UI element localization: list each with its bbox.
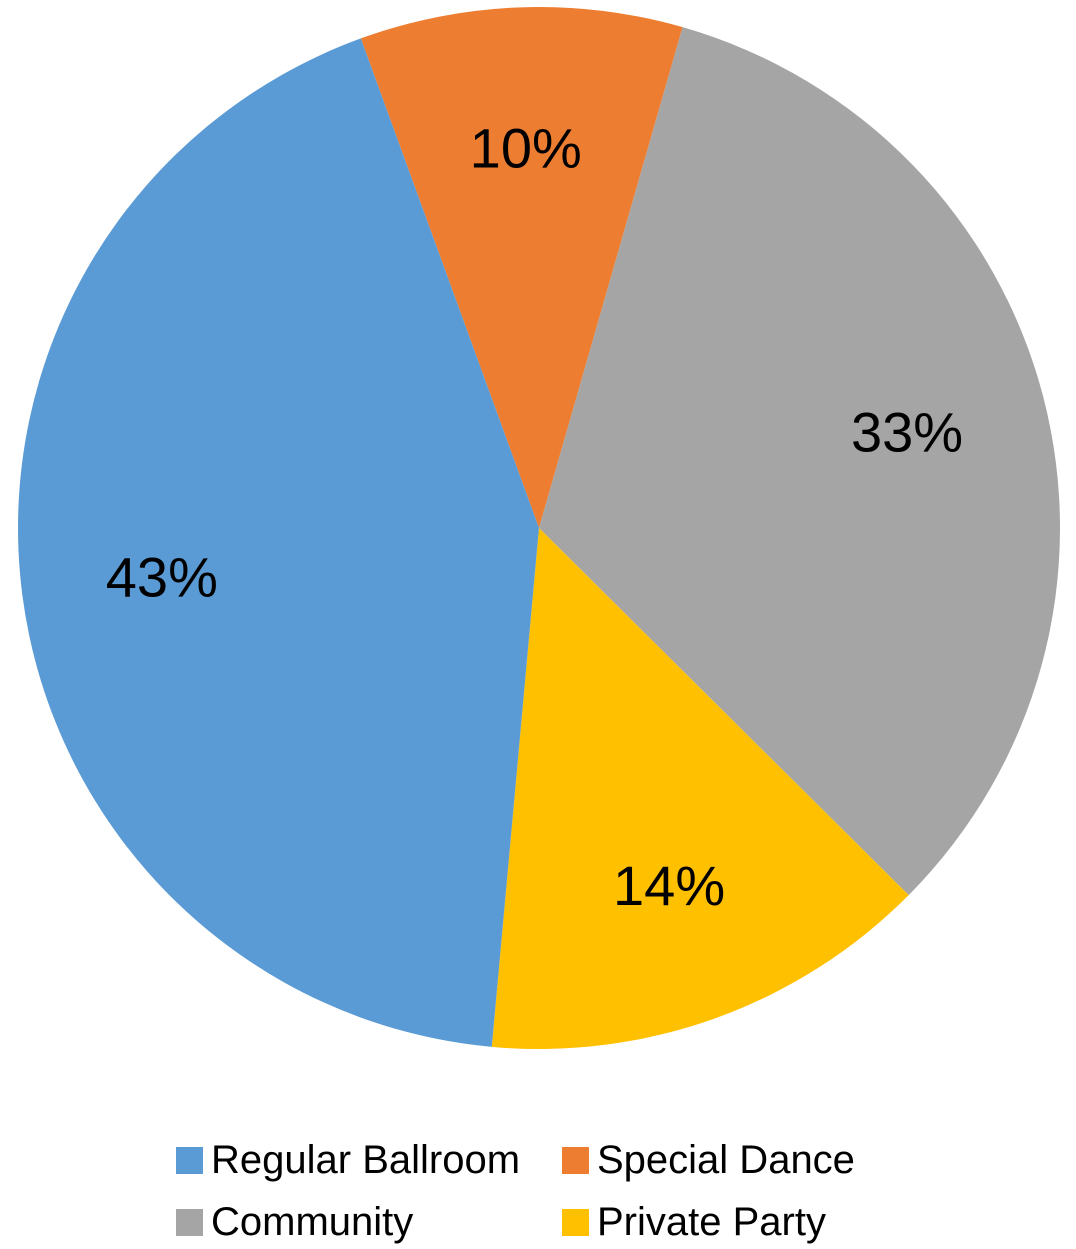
data-label-regular-ballroom: 43% bbox=[106, 545, 218, 608]
legend-item-regular-ballroom: Regular Ballroom bbox=[176, 1136, 562, 1184]
pie-plot-area: 10% 33% 14% 43% bbox=[18, 7, 1060, 1049]
data-label-private-party: 14% bbox=[613, 854, 725, 917]
data-label-special-dance: 10% bbox=[470, 116, 582, 179]
pie-data-labels: 10% 33% 14% 43% bbox=[106, 116, 963, 916]
legend-item-community: Community bbox=[176, 1198, 562, 1246]
legend-label-special-dance: Special Dance bbox=[597, 1137, 855, 1182]
pie-slice-private-party bbox=[491, 528, 909, 1049]
legend-swatch-special-dance bbox=[562, 1146, 589, 1174]
legend-label-regular-ballroom: Regular Ballroom bbox=[211, 1137, 521, 1182]
pie-slice-community bbox=[539, 27, 1060, 896]
legend-label-private-party: Private Party bbox=[597, 1199, 826, 1244]
pie-slices bbox=[18, 7, 1060, 1049]
chart-legend: Regular Ballroom Special Dance Community… bbox=[176, 1136, 882, 1246]
pie-slice-special-dance bbox=[360, 7, 683, 529]
pie-slice-regular-ballroom bbox=[18, 38, 539, 1047]
legend-swatch-private-party bbox=[562, 1208, 589, 1236]
legend-swatch-regular-ballroom bbox=[176, 1146, 203, 1174]
legend-label-community: Community bbox=[211, 1199, 414, 1244]
data-label-community: 33% bbox=[851, 401, 963, 464]
legend-item-private-party: Private Party bbox=[562, 1198, 882, 1246]
legend-swatch-community bbox=[176, 1208, 203, 1236]
legend-item-special-dance: Special Dance bbox=[562, 1136, 882, 1184]
